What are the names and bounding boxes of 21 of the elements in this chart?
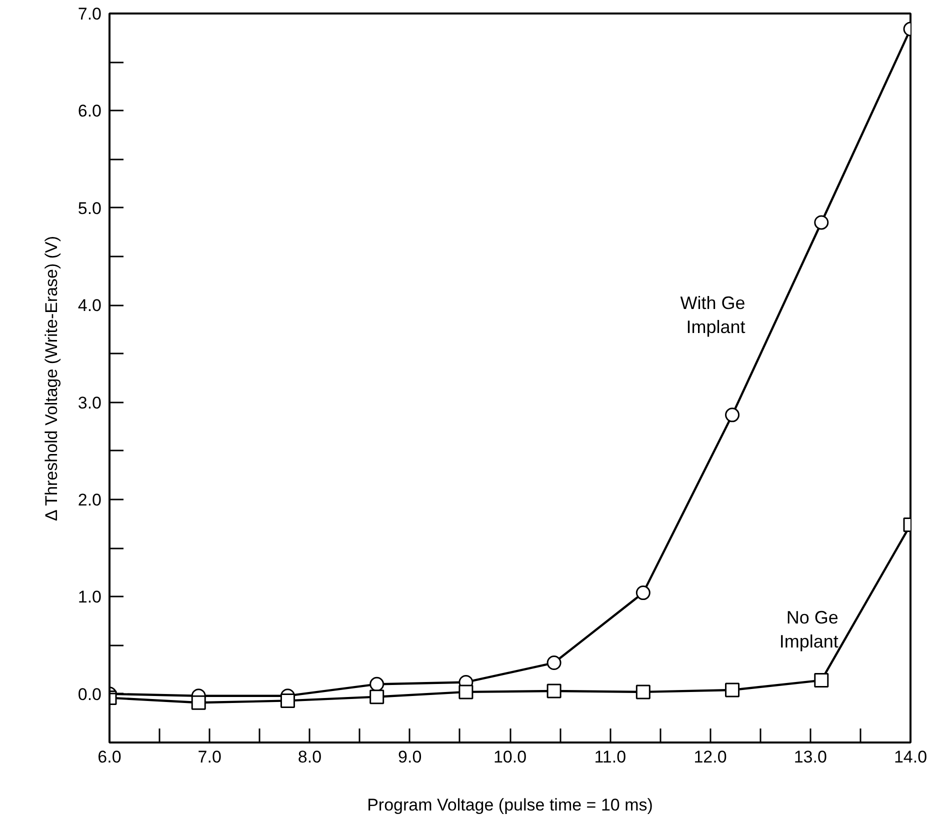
x-tick-label: 7.0 [198, 748, 222, 766]
x-tick-label: 8.0 [298, 748, 322, 766]
x-tick-label: 6.0 [98, 748, 122, 766]
y-axis-title: Δ Threshold Voltage (Write-Erase) (V) [42, 236, 61, 521]
x-tick-label: 14.0 [894, 748, 928, 766]
series-label: No Ge Implant [779, 608, 838, 652]
y-tick-label: 4.0 [78, 296, 102, 316]
y-tick-label: 1.0 [78, 588, 102, 607]
y-tick-label: 2.0 [78, 490, 102, 510]
x-tick-label: 10.0 [493, 748, 527, 766]
y-tick-label: 7.0 [78, 4, 102, 24]
y-tick-label: 6.0 [78, 102, 102, 121]
y-tick-label: 3.0 [78, 393, 102, 412]
x-tick-label: 12.0 [694, 748, 727, 766]
series-label: With Ge Implant [680, 292, 746, 337]
x-tick-label: 11.0 [594, 748, 626, 766]
y-tick-label: 0.0 [78, 684, 102, 704]
y-tick-label: 5.0 [78, 198, 102, 218]
x-tick-label: 9.0 [398, 748, 422, 766]
x-axis-title: Program Voltage (pulse time = 10 ms) [367, 796, 653, 814]
x-tick-label: 13.0 [794, 748, 827, 766]
